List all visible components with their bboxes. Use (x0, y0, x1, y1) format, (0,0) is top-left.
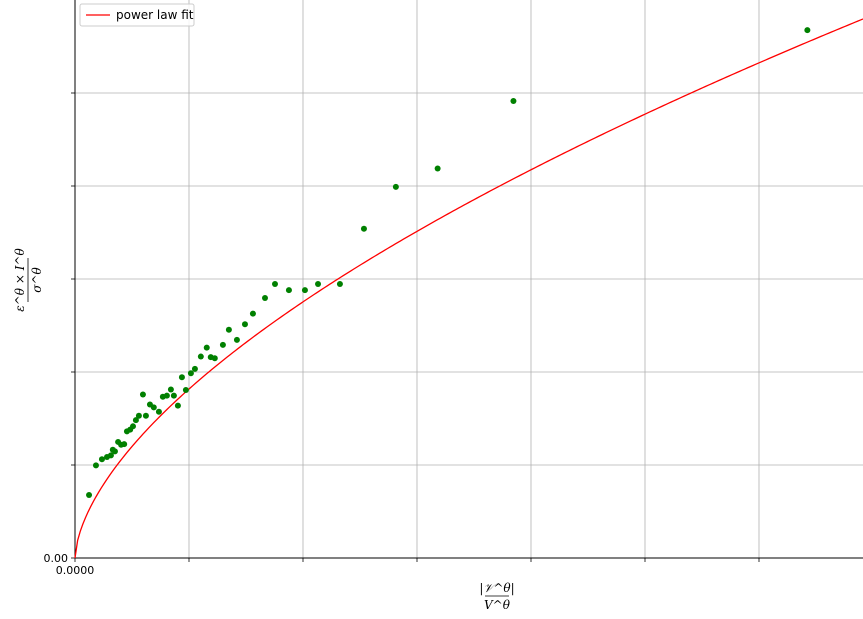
data-point (197, 353, 204, 360)
data-point (219, 341, 226, 348)
data-point (233, 336, 240, 343)
legend-label-fit: power law fit (116, 8, 194, 22)
data-point (132, 417, 139, 424)
data-point (86, 491, 93, 498)
data-point (285, 287, 292, 294)
data-point (510, 98, 517, 104)
data-point (187, 370, 194, 377)
data-point (92, 462, 99, 469)
data-point (241, 321, 248, 328)
scatter-points (86, 27, 811, 498)
x-axis-label: |𝒱^θ| V^θ (479, 581, 514, 612)
data-point (804, 27, 811, 34)
data-point (182, 387, 189, 394)
data-point (107, 452, 114, 459)
power-law-fit-line (74, 18, 863, 559)
data-point (360, 225, 367, 232)
data-point (142, 412, 149, 419)
data-point (301, 287, 308, 294)
x-tick-label-origin: 0.0000 (56, 564, 95, 577)
data-point (225, 326, 232, 333)
x-axis-label-denominator: V^θ (484, 598, 511, 612)
y-tick-label-origin: 0.00 (44, 552, 69, 565)
data-point (249, 310, 256, 317)
data-point (203, 344, 210, 351)
x-axis-label-numerator: |𝒱^θ| (479, 581, 514, 595)
data-point (98, 456, 105, 463)
legend-frame (79, 3, 195, 27)
data-point (178, 374, 185, 381)
data-point (130, 423, 136, 430)
axis-ticks (71, 92, 760, 562)
data-point (434, 165, 441, 172)
data-point (155, 408, 162, 415)
y-axis-label-numerator: ε^θ × I^θ (13, 248, 27, 312)
data-point (135, 412, 142, 419)
data-point (315, 281, 322, 288)
data-point (170, 392, 177, 399)
data-point (211, 355, 218, 362)
data-point (121, 441, 128, 448)
data-point (271, 281, 278, 288)
data-point (167, 386, 174, 393)
data-point (392, 183, 399, 190)
grid-lines (75, 0, 863, 558)
data-point (191, 365, 198, 372)
data-point (111, 448, 118, 455)
data-point (150, 404, 157, 411)
y-axis-label-denominator: σ^θ (30, 266, 44, 292)
data-point (261, 294, 268, 301)
data-point (174, 402, 181, 409)
data-point (163, 392, 170, 399)
data-point (139, 391, 146, 398)
data-point (336, 281, 343, 288)
y-axis-label: ε^θ × I^θ σ^θ (13, 248, 44, 312)
legend: power law fit (79, 3, 195, 27)
